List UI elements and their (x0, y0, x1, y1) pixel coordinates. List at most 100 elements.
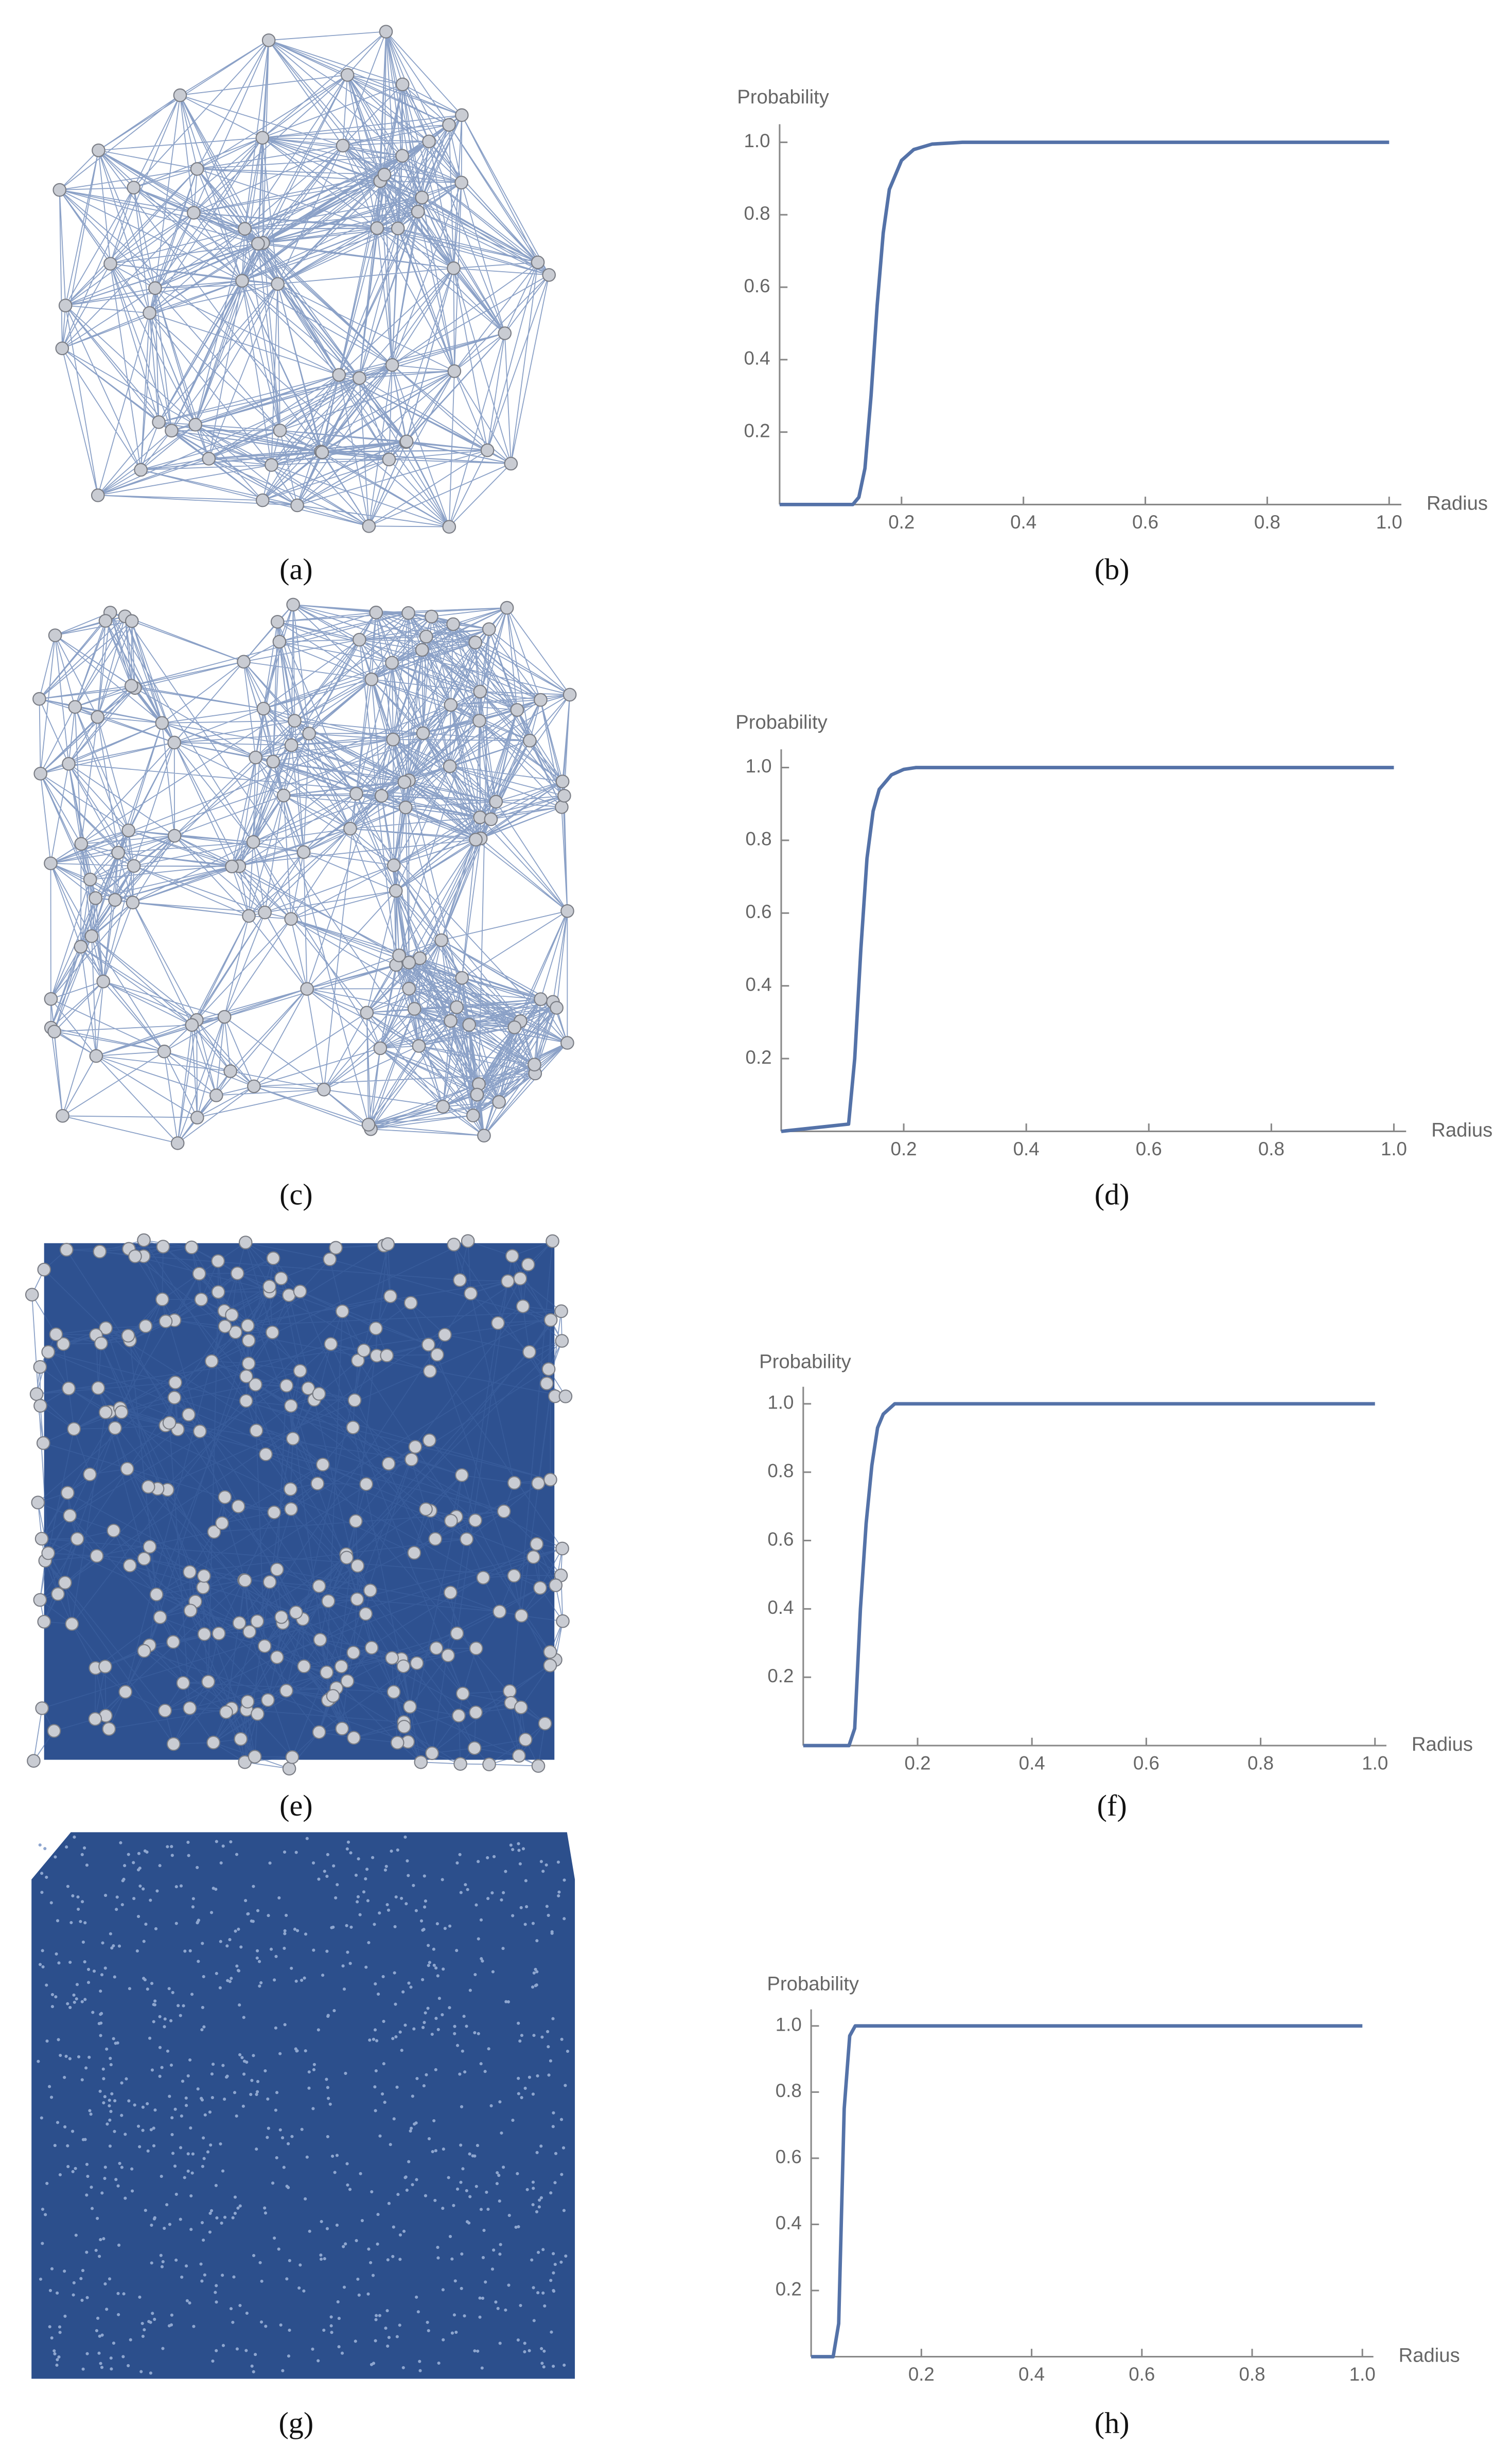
network-node (554, 1304, 568, 1318)
network-node (531, 1759, 546, 1773)
network-node (102, 1722, 116, 1736)
network-node (196, 1580, 210, 1594)
network-node (157, 1044, 171, 1059)
network-node (497, 1504, 511, 1519)
network-node (549, 1578, 563, 1592)
network-node (507, 1569, 521, 1583)
network-node (62, 757, 76, 771)
x-tick-label: 0.4 (1018, 2364, 1045, 2385)
line-chart: 0.2 0.4 0.6 0.8 1.0 0.2 0.4 0.6 0.8 1.0 Probabilit… (735, 711, 1492, 1211)
network-node (231, 1499, 245, 1513)
x-tick-label: 0.2 (904, 1752, 930, 1773)
network-node (284, 738, 298, 752)
network-node (55, 341, 69, 356)
panel-caption: (d) (1095, 1177, 1130, 1211)
network-node (128, 1249, 142, 1263)
network-node (284, 1399, 298, 1413)
network-node (441, 1648, 455, 1663)
network-nodes (37, 1835, 570, 2375)
network-node (353, 632, 366, 647)
network-node (498, 326, 512, 340)
network-node (296, 845, 311, 859)
network-node (197, 1569, 211, 1583)
network-node (428, 1532, 443, 1546)
network-node (510, 703, 524, 717)
network-node (167, 735, 181, 750)
network-node (364, 1641, 379, 1655)
network-node (346, 1420, 360, 1435)
network-fill (31, 1832, 575, 2379)
network-node (312, 1579, 326, 1593)
network-node (469, 1705, 483, 1719)
network-node (455, 971, 469, 985)
y-tick-label: 0.8 (767, 1460, 794, 1481)
network-node (251, 1707, 265, 1721)
network-node (467, 1741, 482, 1755)
network-node (302, 727, 316, 741)
network-node (444, 1586, 458, 1600)
network-node (501, 1274, 515, 1288)
network-node (36, 1436, 50, 1450)
network-node (143, 306, 156, 320)
network-node (407, 1546, 421, 1560)
network-node (141, 1480, 155, 1494)
network-node (482, 622, 496, 636)
network-node (235, 274, 249, 288)
network-node (340, 1674, 355, 1688)
network-node (65, 1617, 79, 1631)
panel-caption: (a) (279, 552, 313, 586)
network-node (430, 1348, 444, 1362)
network-node (238, 222, 252, 236)
network-node (353, 371, 366, 385)
line-chart: 0.2 0.4 0.6 0.8 1.0 0.2 0.4 0.6 0.8 1.0 Probabilit… (767, 1973, 1460, 2439)
network-node (62, 1381, 76, 1396)
network-graph (25, 1233, 573, 1776)
network-node (274, 1271, 288, 1286)
network-node (442, 520, 456, 534)
network-node (397, 1720, 411, 1734)
network-node (96, 974, 111, 989)
network-node (35, 1701, 49, 1715)
network-node (360, 1006, 374, 1020)
network-node (469, 1641, 483, 1656)
network-node (107, 1523, 121, 1538)
network-node (410, 1656, 424, 1670)
network-node (403, 1700, 417, 1714)
network-node (450, 1626, 464, 1641)
y-tick-label: 0.2 (767, 1665, 794, 1686)
network-node (546, 1234, 559, 1248)
network-node (405, 1452, 418, 1467)
y-tick-label: 0.8 (746, 829, 772, 850)
network-node (273, 424, 287, 437)
network-node (88, 1712, 102, 1726)
network-node (272, 635, 287, 649)
network-node (555, 1541, 569, 1556)
x-tick-label: 1.0 (1376, 512, 1402, 533)
network-node (562, 688, 577, 702)
network-node (468, 636, 482, 649)
network-node (326, 1689, 340, 1703)
network-node (192, 1266, 206, 1281)
y-tick-label: 0.4 (776, 2212, 802, 2233)
network-node (425, 1746, 439, 1761)
x-tick-label: 0.2 (891, 1138, 917, 1159)
x-axis-label: Radius (1427, 492, 1488, 515)
x-axis-label: Radius (1431, 1119, 1492, 1141)
panel-caption: (f) (1097, 1789, 1127, 1822)
network-node (555, 800, 569, 814)
network-node (249, 1378, 262, 1392)
x-tick-label: 0.4 (1010, 512, 1036, 533)
network-node (262, 1575, 277, 1589)
network-node (461, 1234, 475, 1248)
network-node (350, 1592, 364, 1606)
network-node (512, 1749, 526, 1763)
network-node (538, 1716, 552, 1731)
network-node (126, 895, 140, 910)
y-tick-label: 1.0 (744, 130, 770, 151)
network-node (211, 1285, 225, 1299)
network-node (359, 1477, 374, 1491)
network-node (419, 629, 433, 644)
network-node (92, 143, 106, 157)
network-node (25, 1288, 39, 1302)
network-node (453, 1757, 467, 1771)
